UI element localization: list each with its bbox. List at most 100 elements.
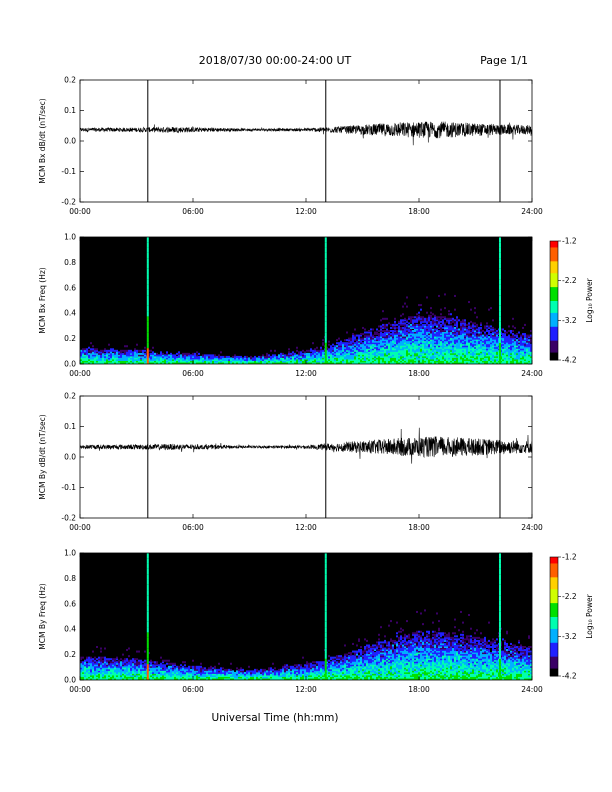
spectrogram-cell bbox=[340, 664, 342, 667]
spectrogram-cell bbox=[152, 665, 154, 668]
spectrogram-cell bbox=[514, 343, 516, 346]
spectrogram-cell bbox=[252, 671, 254, 674]
spectrogram-cell bbox=[528, 334, 530, 337]
spectrogram-cell bbox=[90, 348, 92, 351]
spectrogram-cell bbox=[464, 334, 466, 337]
spectrogram-cell bbox=[444, 357, 446, 360]
spectrogram-cell bbox=[366, 358, 368, 361]
spectrogram-cell bbox=[120, 362, 122, 364]
spectrogram-cell bbox=[482, 349, 484, 352]
spectrogram-cell bbox=[470, 362, 472, 364]
spectrogram-cell bbox=[156, 668, 158, 671]
spectrogram-cell bbox=[412, 329, 414, 332]
spectrogram-cell bbox=[384, 352, 386, 355]
spectrogram-cell bbox=[446, 360, 448, 363]
spectrogram-cell bbox=[362, 342, 364, 345]
spectrogram-cell bbox=[356, 346, 358, 349]
spectrogram-cell bbox=[438, 351, 440, 354]
spectrogram-cell bbox=[450, 331, 452, 334]
spectrogram-cell bbox=[330, 360, 332, 363]
spectrogram-cell bbox=[480, 333, 482, 336]
spectrogram-cell bbox=[304, 664, 306, 667]
spectrogram-cell bbox=[412, 362, 414, 364]
spectrogram-cell bbox=[512, 354, 514, 357]
spectrogram-cell bbox=[508, 342, 510, 345]
spectrogram-cell bbox=[246, 678, 248, 680]
spectrogram-cell bbox=[154, 671, 156, 674]
spectrogram-cell bbox=[436, 360, 438, 363]
spectrogram-cell bbox=[272, 360, 274, 363]
spectrogram-cell bbox=[390, 334, 392, 337]
spectrogram-cell bbox=[380, 360, 382, 363]
spectrogram-cell bbox=[344, 352, 346, 355]
spectrogram-cell bbox=[418, 311, 420, 314]
spectrogram-cell bbox=[398, 349, 400, 352]
spectrogram-cell bbox=[284, 357, 286, 360]
spectrogram-cell bbox=[210, 665, 212, 668]
spectrogram-cell bbox=[410, 323, 412, 326]
spectrogram-cell bbox=[320, 667, 322, 670]
spectrogram-cell bbox=[290, 668, 292, 671]
spectrogram-cell bbox=[306, 678, 308, 680]
event-line-segment bbox=[498, 268, 501, 275]
spectrogram-cell bbox=[304, 665, 306, 668]
spectrogram-cell bbox=[218, 362, 220, 364]
spectrogram-cell bbox=[378, 351, 380, 354]
spectrogram-cell bbox=[188, 362, 190, 364]
spectrogram-cell bbox=[152, 676, 154, 679]
spectrogram-cell bbox=[466, 346, 468, 349]
spectrogram-cell bbox=[186, 358, 188, 361]
spectrogram-cell bbox=[328, 655, 330, 658]
spectrogram-cell bbox=[422, 328, 424, 331]
spectrogram-cell bbox=[214, 676, 216, 679]
spectrogram-cell bbox=[462, 345, 464, 348]
spectrogram-cell bbox=[444, 346, 446, 349]
spectrogram-cell bbox=[232, 360, 234, 363]
spectrogram-cell bbox=[514, 352, 516, 355]
spectrogram-cell bbox=[164, 670, 166, 673]
spectrogram-cell bbox=[434, 319, 436, 322]
spectrogram-cell bbox=[294, 357, 296, 360]
spectrogram-cell bbox=[362, 357, 364, 360]
spectrogram-cell bbox=[220, 674, 222, 677]
spectrogram-cell bbox=[476, 357, 478, 360]
spectrogram-cell bbox=[484, 358, 486, 361]
spectrogram-cell bbox=[474, 337, 476, 340]
spectrogram-cell bbox=[480, 357, 482, 360]
spectrogram-cell bbox=[408, 354, 410, 357]
spectrogram-cell bbox=[132, 354, 134, 357]
spectrogram-cell bbox=[440, 334, 442, 337]
spectrogram-cell bbox=[170, 352, 172, 355]
spectrogram-cell bbox=[94, 670, 96, 673]
spectrogram-cell bbox=[224, 673, 226, 676]
spectrogram-cell bbox=[112, 352, 114, 355]
spectrogram-cell bbox=[362, 343, 364, 346]
spectrogram-cell bbox=[174, 355, 176, 358]
spectrogram-cell bbox=[84, 360, 86, 363]
colorbar-swatch bbox=[550, 270, 558, 274]
spectrogram-cell bbox=[322, 342, 324, 345]
spectrogram-cell bbox=[168, 662, 170, 665]
spectrogram-cell bbox=[92, 360, 94, 363]
spectrogram-cell bbox=[364, 358, 366, 361]
spectrogram-cell bbox=[320, 674, 322, 677]
spectrogram-cell bbox=[174, 357, 176, 360]
spectrogram-cell bbox=[512, 360, 514, 363]
spectrogram-cell bbox=[196, 358, 198, 361]
spectrogram-cell bbox=[394, 325, 396, 328]
spectrogram-cell bbox=[420, 337, 422, 340]
spectrogram-cell bbox=[466, 337, 468, 340]
spectrogram-cell bbox=[426, 354, 428, 357]
spectrogram-cell bbox=[180, 362, 182, 364]
spectrogram-cell bbox=[310, 673, 312, 676]
spectrogram-cell bbox=[342, 664, 344, 667]
spectrogram-cell bbox=[108, 362, 110, 364]
spectrogram-cell bbox=[268, 667, 270, 670]
spectrogram-cell bbox=[460, 340, 462, 343]
spectrogram-cell bbox=[122, 352, 124, 355]
spectrogram-cell bbox=[500, 354, 502, 357]
spectrogram-cell bbox=[458, 333, 460, 336]
spectrogram-cell bbox=[264, 668, 266, 671]
spectrogram-cell bbox=[480, 352, 482, 355]
spectrogram-cell bbox=[352, 352, 354, 355]
